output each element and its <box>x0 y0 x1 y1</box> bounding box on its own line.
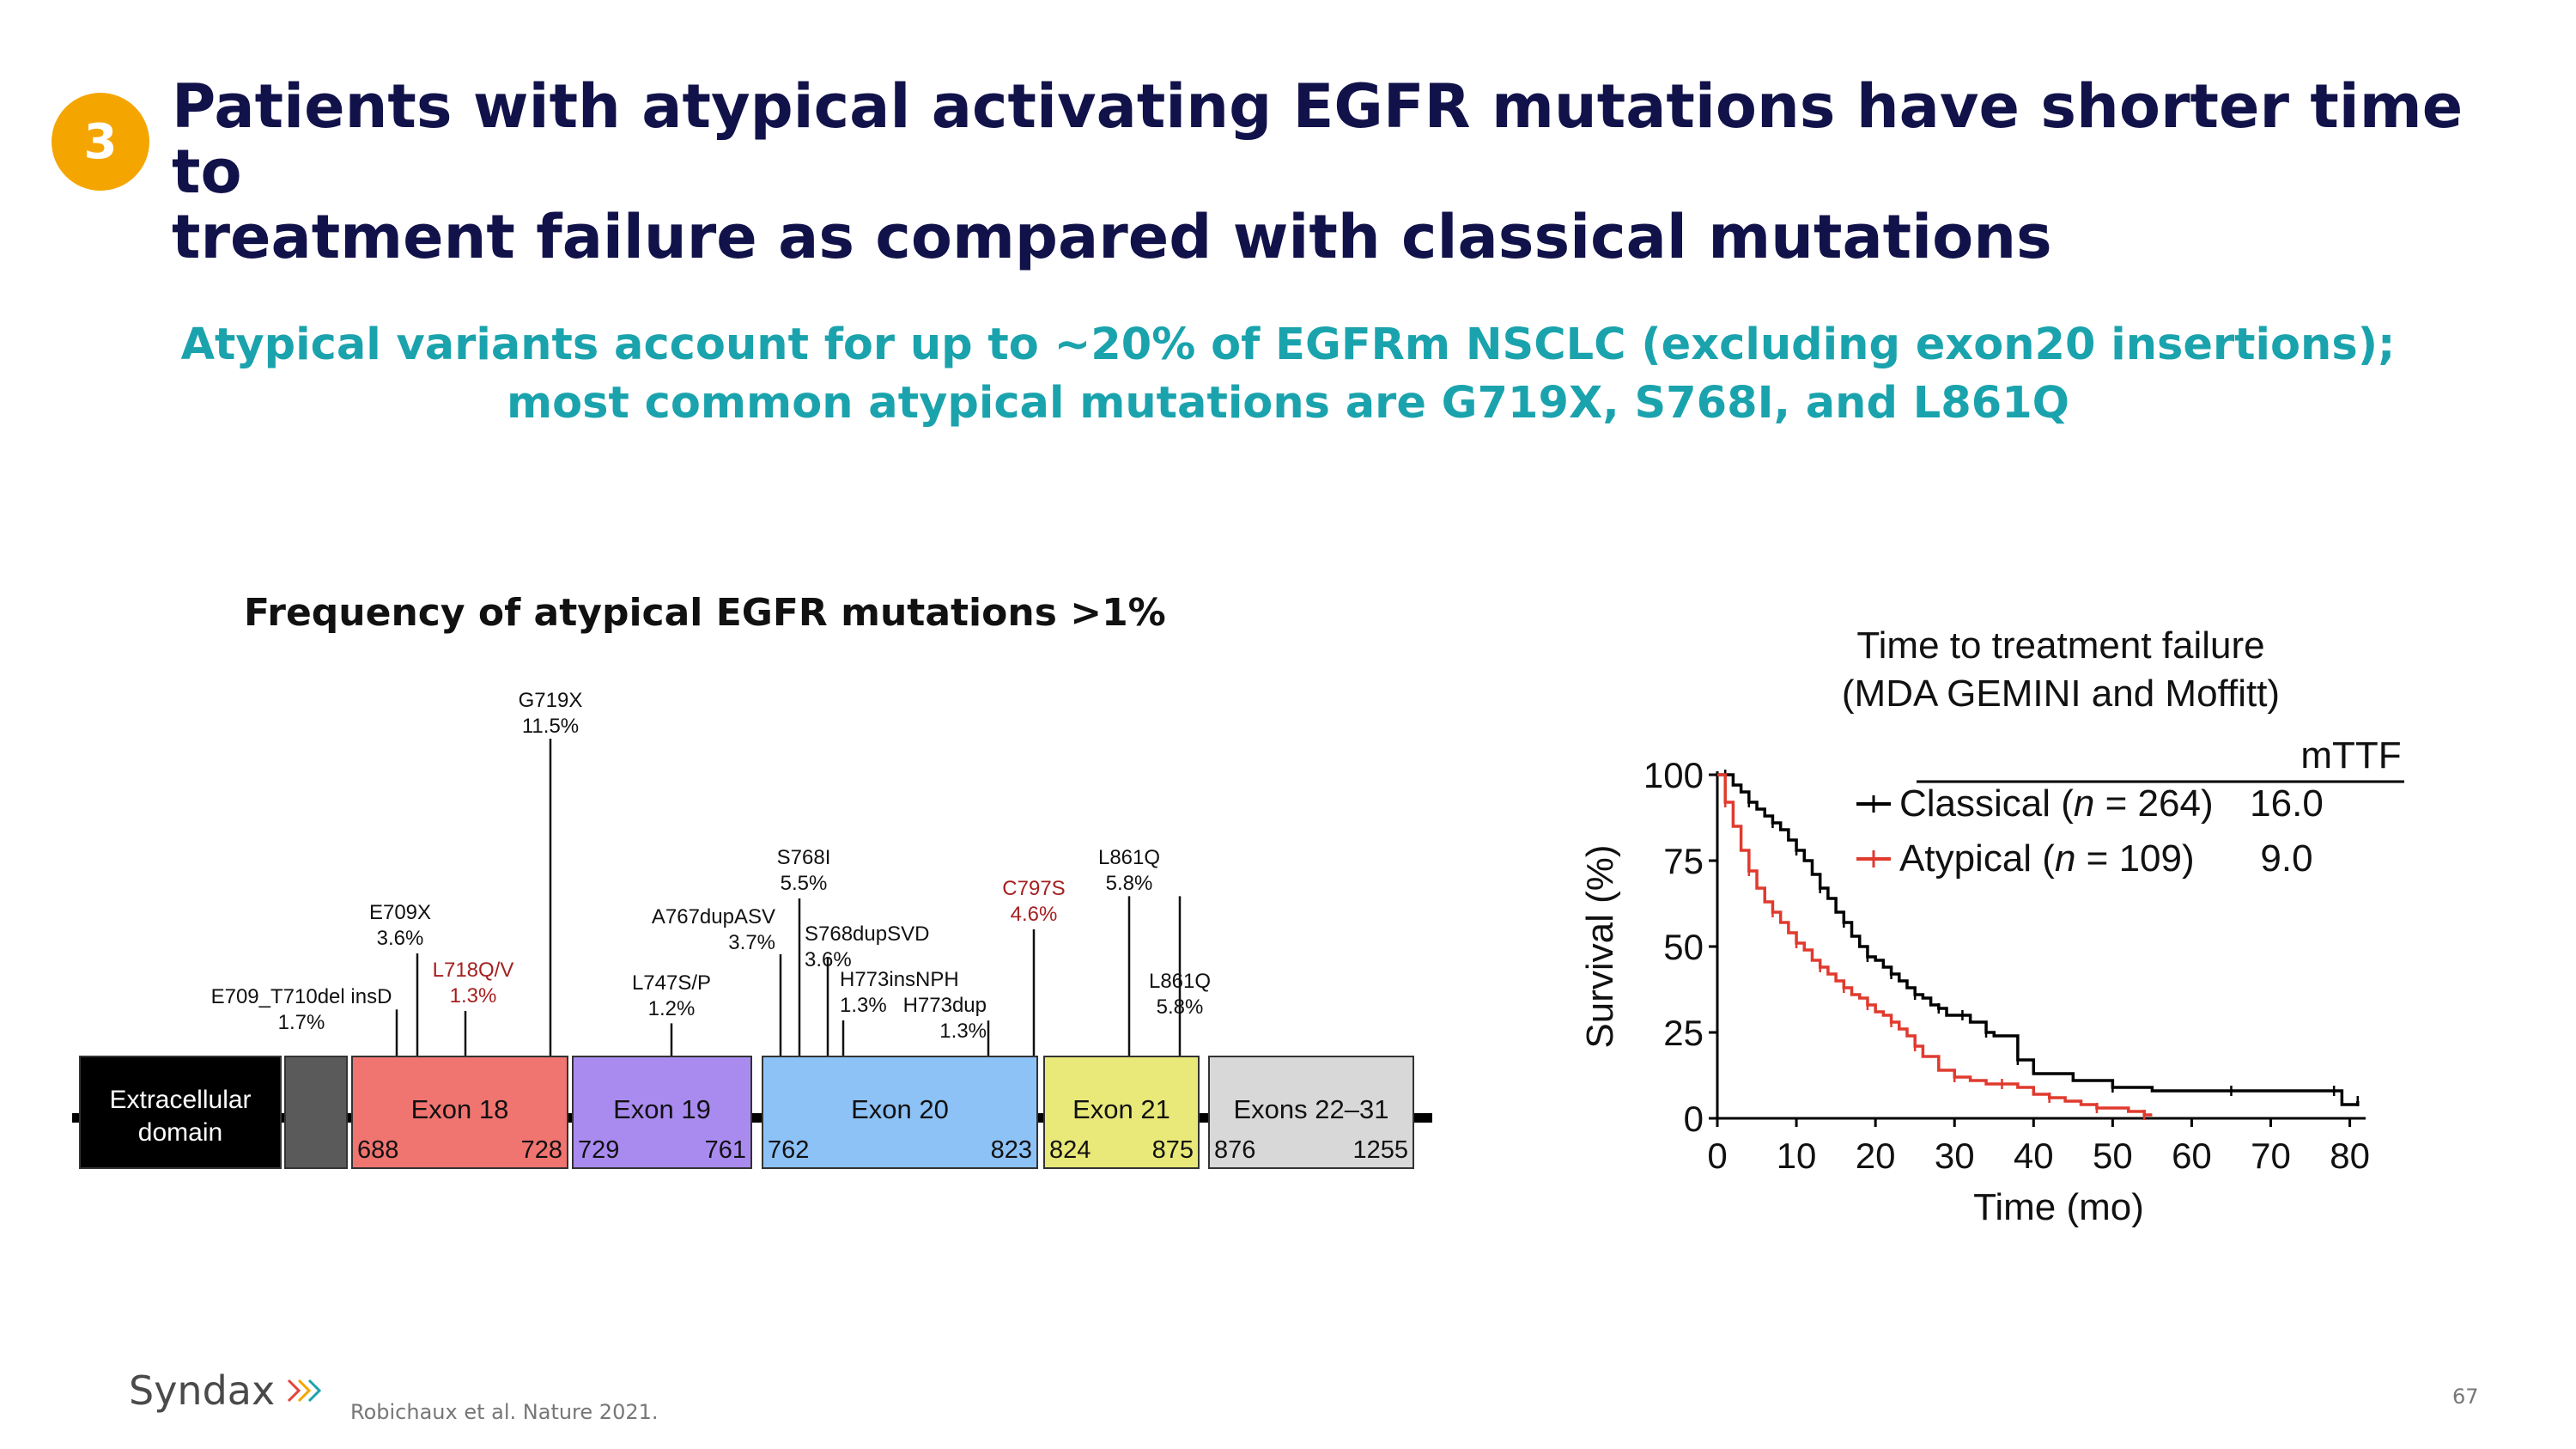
legend-mttf-value: 16.0 <box>2250 782 2324 825</box>
frequency-chart-title: Frequency of atypical EGFR mutations >1% <box>244 591 1166 635</box>
slide-title: Patients with atypical activating EGFR m… <box>172 74 2533 270</box>
x-tick-label: 40 <box>2014 1135 2054 1176</box>
x-tick-label: 80 <box>2330 1135 2370 1176</box>
domain-start-position: 762 <box>768 1136 809 1164</box>
domain-exon-21 <box>1043 1056 1200 1169</box>
domain-end-position: 875 <box>1152 1136 1194 1164</box>
domain-start-position: 824 <box>1049 1136 1091 1164</box>
domain-end-position: 823 <box>991 1136 1032 1164</box>
kaplan-meier-chart: 0 10 20 30 40 50 60 70 80 0 25 50 75 100 Time (mo) Surv… <box>1579 734 2404 1228</box>
mutation-frequency-label: 3.6% <box>805 948 852 971</box>
mutation-frequency-label: 1.7% <box>278 1011 325 1034</box>
legend-header: mTTF <box>2300 734 2401 776</box>
domain-unlabeled <box>284 1056 348 1169</box>
km-curve-atypical <box>1717 773 2153 1117</box>
domain-exon-20 <box>762 1056 1038 1169</box>
logo-text: Syndax <box>129 1367 276 1414</box>
domain-exons-22-31 <box>1208 1056 1414 1169</box>
y-axis-label: Survival (%) <box>1579 844 1621 1048</box>
subtitle-line-1: Atypical variants account for up to ~20%… <box>180 320 2396 370</box>
mutation-frequency-label: 5.8% <box>1157 995 1204 1019</box>
x-tick-label: 60 <box>2172 1135 2212 1176</box>
domain-start-position: 876 <box>1214 1136 1255 1164</box>
legend-label-classical: Classical (n = 264) <box>1899 782 2214 825</box>
egfr-mutation-lollipop-chart: Extracellular domain Exon 18 688 728 Exon 19 7… <box>72 689 1432 1169</box>
x-tick-label: 20 <box>1856 1135 1896 1176</box>
y-tick-label: 50 <box>1663 927 1704 967</box>
mutation-name-label: L861Q <box>1098 846 1160 869</box>
mutation-name-label: C797S <box>1002 877 1065 900</box>
y-tick-label: 0 <box>1684 1099 1704 1139</box>
mutation-name-label: A767dupASV <box>652 905 775 928</box>
title-line-2: treatment failure as compared with class… <box>172 202 2052 272</box>
section-number-badge: 3 <box>52 93 149 191</box>
mutation-frequency-label: 3.6% <box>377 927 424 950</box>
mutation-name-label: E709_T710del insD <box>211 985 392 1008</box>
mutation-name-label: L747S/P <box>632 971 711 995</box>
domain-start-position: 688 <box>357 1136 398 1164</box>
domain-label: Exon 18 <box>411 1094 509 1124</box>
domain-label: Exon 19 <box>613 1094 711 1124</box>
mutation-name-label: G719X <box>519 689 583 712</box>
mutation-name-label: L718Q/V <box>433 959 514 982</box>
y-tick-label: 75 <box>1663 841 1704 881</box>
legend-label-atypical: Atypical (n = 109) <box>1899 837 2195 880</box>
domain-label: Exons 22–31 <box>1234 1094 1389 1124</box>
mutation-name-label: E709X <box>369 901 431 924</box>
mutation-name-label: H773insNPH <box>840 968 959 991</box>
x-tick-label: 50 <box>2093 1135 2133 1176</box>
domain-end-position: 1255 <box>1352 1136 1408 1164</box>
citation: Robichaux et al. Nature 2021. <box>350 1400 659 1424</box>
domain-exon-19 <box>572 1056 752 1169</box>
title-line-1: Patients with atypical activating EGFR m… <box>172 71 2464 207</box>
domain-extracellular <box>79 1056 282 1169</box>
legend-mttf-value: 9.0 <box>2260 837 2312 880</box>
subtitle-line-2: most common atypical mutations are G719X… <box>506 378 2070 429</box>
domain-label: Exon 21 <box>1072 1094 1170 1124</box>
mutation-frequency-label: 4.6% <box>1011 903 1058 926</box>
domain-label: Exon 20 <box>851 1094 949 1124</box>
mutation-frequency-label: 1.3% <box>840 994 887 1017</box>
mutation-frequency-label: 1.2% <box>648 997 696 1020</box>
domain-start-position: 729 <box>578 1136 619 1164</box>
mutation-frequency-label: 3.7% <box>728 931 775 954</box>
domain-end-position: 761 <box>705 1136 746 1164</box>
x-tick-label: 0 <box>1707 1135 1727 1176</box>
logo-mark-icon <box>288 1379 322 1403</box>
km-title-line-1: Time to treatment failure <box>1856 624 2265 667</box>
syndax-logo: Syndax <box>129 1367 326 1414</box>
mutation-name-label: S768I <box>777 846 831 869</box>
x-tick-label: 10 <box>1777 1135 1817 1176</box>
km-curve-classical <box>1717 773 2360 1106</box>
km-title-line-2: (MDA GEMINI and Moffitt) <box>1841 673 2281 715</box>
x-tick-label: 70 <box>2251 1135 2291 1176</box>
mutation-frequency-label: 1.3% <box>939 1020 987 1043</box>
mutation-name-label: S768dupSVD <box>805 922 929 946</box>
km-chart-title: Time to treatment failure (MDA GEMINI an… <box>1752 622 2370 718</box>
page-number: 67 <box>2452 1385 2479 1409</box>
domain-end-position: 728 <box>521 1136 562 1164</box>
mutation-frequency-label: 5.5% <box>781 872 828 895</box>
mutation-frequency-label: 1.3% <box>450 984 497 1008</box>
domain-label: domain <box>138 1118 222 1147</box>
slide-subtitle: Atypical variants account for up to ~20%… <box>129 316 2447 433</box>
mutation-name-label: H773dup <box>903 994 987 1017</box>
x-tick-label: 30 <box>1935 1135 1975 1176</box>
domain-exon-18 <box>351 1056 568 1169</box>
y-tick-label: 100 <box>1643 755 1704 795</box>
x-axis-label: Time (mo) <box>1973 1186 2144 1228</box>
y-tick-label: 25 <box>1663 1013 1704 1053</box>
mutation-name-label: L861Q <box>1149 970 1211 993</box>
domain-label: Extracellular <box>109 1086 251 1114</box>
mutation-frequency-label: 11.5% <box>522 715 579 738</box>
mutation-frequency-label: 5.8% <box>1106 872 1153 895</box>
